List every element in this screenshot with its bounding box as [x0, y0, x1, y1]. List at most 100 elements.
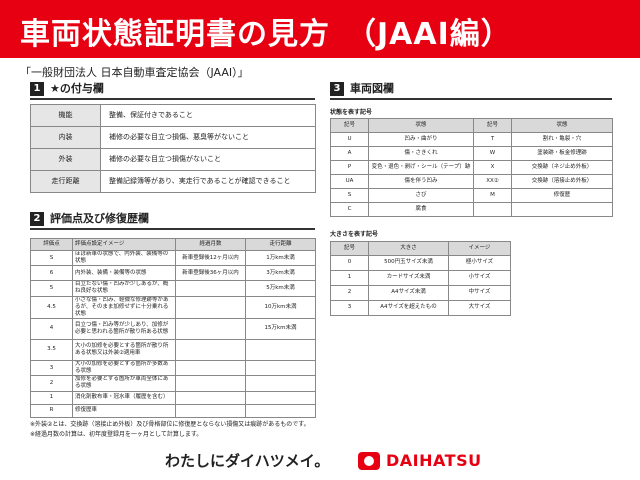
- column-header: 評価点設定イメージ: [72, 238, 176, 251]
- table-cell: 3.5: [30, 338, 73, 361]
- column-header: イメージ: [448, 241, 511, 256]
- table-row: 4 目立つ傷・凹み等が少しあり、加修が必要と思われる箇所が散り所ある状態 15万km…: [30, 317, 316, 340]
- table-cell: 5万km未満: [245, 280, 316, 297]
- table-cell: C: [330, 202, 369, 217]
- grade-table: 評価点 評価点設定イメージ 経過月数 走行距離 S ほぼ新車の状態で、内外装、装備等の状態…: [30, 238, 316, 418]
- table-cell: 15万km未満: [245, 317, 316, 340]
- table-cell: 1万km未満: [245, 249, 316, 267]
- status-table: 記号 状態 記号 状態 U 凹み・曲がり T 割れ・亀裂・穴 A 傷・さきくれ W 塗装跡・板金修理跡…: [330, 118, 613, 217]
- page-title: 車両状態証明書の見方 （JAAI編）: [20, 17, 512, 52]
- table-cell: 中サイズ: [448, 285, 511, 301]
- table-cell: [511, 202, 613, 217]
- table-cell: 10万km未満: [245, 295, 316, 319]
- table-cell: [175, 359, 246, 377]
- table-cell: R: [30, 403, 73, 418]
- table-row: 1 カードサイズ未満 小サイズ: [330, 270, 511, 286]
- table-cell: [245, 359, 316, 377]
- table-cell: [175, 280, 246, 297]
- table-cell: 4.5: [30, 295, 73, 319]
- table-cell: 内装: [30, 126, 101, 149]
- table-cell: 整備記録簿等があり、実走行であることが確認できること: [100, 170, 316, 193]
- column-header: 大きさ: [368, 241, 449, 256]
- section-title: 評価点及び修復歴欄: [50, 212, 149, 225]
- table-cell: 4: [30, 317, 73, 340]
- table-cell: [175, 295, 246, 319]
- table-cell: S: [330, 188, 369, 203]
- table-row: 2 加修を必要とする箇所が車両全体にある状態: [30, 375, 316, 392]
- column-header: 評価点: [30, 238, 73, 251]
- table-cell: 大小の加修を必要とする箇所が散り所ある状態又は外装②適用車: [72, 338, 176, 361]
- table-row: R 修復歴車: [30, 403, 316, 418]
- table-row: 3 大小の加修を必要とする箇所が多数ある状態: [30, 359, 316, 377]
- table-cell: 修復歴: [511, 188, 613, 203]
- column-header: 記号: [473, 118, 512, 133]
- table-cell: S: [30, 249, 73, 267]
- table-cell: [245, 390, 316, 405]
- table-cell: 目立たない傷・凹みが少しあるが、概ね良好な状態: [72, 280, 176, 297]
- table-cell: カードサイズ未満: [368, 270, 449, 286]
- table-row: C 腐食: [330, 202, 613, 217]
- table-cell: P: [330, 160, 369, 175]
- table-cell: U: [330, 132, 369, 147]
- table-cell: 走行距離: [30, 170, 101, 193]
- column-header: 走行距離: [245, 238, 316, 251]
- table-cell: 機能: [30, 104, 101, 127]
- table-cell: 6: [30, 265, 73, 282]
- table-cell: 2: [330, 285, 369, 301]
- column-header: 経過月数: [175, 238, 246, 251]
- table-cell: 整備、保証付きであること: [100, 104, 316, 127]
- table-cell: 3: [30, 359, 73, 377]
- column-header: 記号: [330, 118, 369, 133]
- table-row: P 変色・退色・剥げ・シール（テープ）跡 X 交換跡（ネジ止め外板）: [330, 160, 613, 175]
- table-cell: 外装: [30, 148, 101, 171]
- section-number: 2: [30, 212, 44, 226]
- table-cell: [245, 338, 316, 361]
- table-cell: 新車登録後12ヶ月以内: [175, 249, 246, 267]
- table-row: 機能 整備、保証付きであること: [30, 104, 316, 127]
- table-cell: [175, 403, 246, 418]
- table-label: 大きさを表す記号: [330, 231, 379, 238]
- table-row: 6 内外装、装備・装備等の状態 新車登録後36ヶ月以内 3万km未満: [30, 265, 316, 282]
- table-cell: M: [473, 188, 512, 203]
- table-cell: 修復歴車: [72, 403, 176, 418]
- section-title: 車両図欄: [350, 82, 394, 95]
- table-cell: [175, 375, 246, 392]
- table-cell: 1: [30, 390, 73, 405]
- table-cell: 傷を伴う凹み: [368, 174, 474, 189]
- table-cell: 0: [330, 255, 369, 271]
- table-cell: A4サイズ未満: [368, 285, 449, 301]
- size-table: 記号 大きさ イメージ 0 500円玉サイズ未満 極小サイズ 1 カードサイズ未満 小サイズ 2 A…: [330, 241, 511, 316]
- section-number: 1: [30, 82, 44, 96]
- table-row: 5 目立たない傷・凹みが少しあるが、概ね良好な状態 5万km未満: [30, 280, 316, 297]
- table-cell: 小サイズ: [448, 270, 511, 286]
- table-cell: 500円玉サイズ未満: [368, 255, 449, 271]
- table-cell: 傷・さきくれ: [368, 146, 474, 161]
- table-cell: 1: [330, 270, 369, 286]
- table-cell: W: [473, 146, 512, 161]
- table-cell: 変色・退色・剥げ・シール（テープ）跡: [368, 160, 474, 175]
- table-row: UA 傷を伴う凹み XX② 交換跡（溶接止め外板）: [330, 174, 613, 189]
- table-cell: 交換跡（ネジ止め外板）: [511, 160, 613, 175]
- table-label: 状態を表す記号: [330, 109, 373, 116]
- section-header: 3 車両図欄: [330, 82, 612, 100]
- table-cell: 3: [330, 300, 369, 316]
- table-cell: 塗装跡・板金修理跡: [511, 146, 613, 161]
- table-cell: ほぼ新車の状態で、内外装、装備等の状態: [72, 249, 176, 267]
- table-cell: [175, 390, 246, 405]
- table-row: 外装 補修の必要な目立つ損傷がないこと: [30, 148, 316, 171]
- brand-name: DAIHATSU: [386, 451, 482, 470]
- section-title: ★の付与欄: [50, 82, 104, 95]
- table-cell: A4サイズを超えたもの: [368, 300, 449, 316]
- table-cell: 補修の必要な目立つ損傷がないこと: [100, 148, 316, 171]
- table-row: 3.5 大小の加修を必要とする箇所が散り所ある状態又は外装②適用車: [30, 338, 316, 361]
- table-row: S ほぼ新車の状態で、内外装、装備等の状態 新車登録後12ヶ月以内 1万km未満: [30, 249, 316, 267]
- table-cell: 極小サイズ: [448, 255, 511, 271]
- section-header: 2 評価点及び修復歴欄: [30, 212, 315, 230]
- table-cell: 割れ・亀裂・穴: [511, 132, 613, 147]
- table-cell: 2: [30, 375, 73, 392]
- table-cell: [473, 202, 512, 217]
- note: ※経過月数の計算は、初年度登録月を一ヶ月として計算します。: [30, 431, 203, 438]
- table-cell: [245, 403, 316, 418]
- table-cell: 新車登録後36ヶ月以内: [175, 265, 246, 282]
